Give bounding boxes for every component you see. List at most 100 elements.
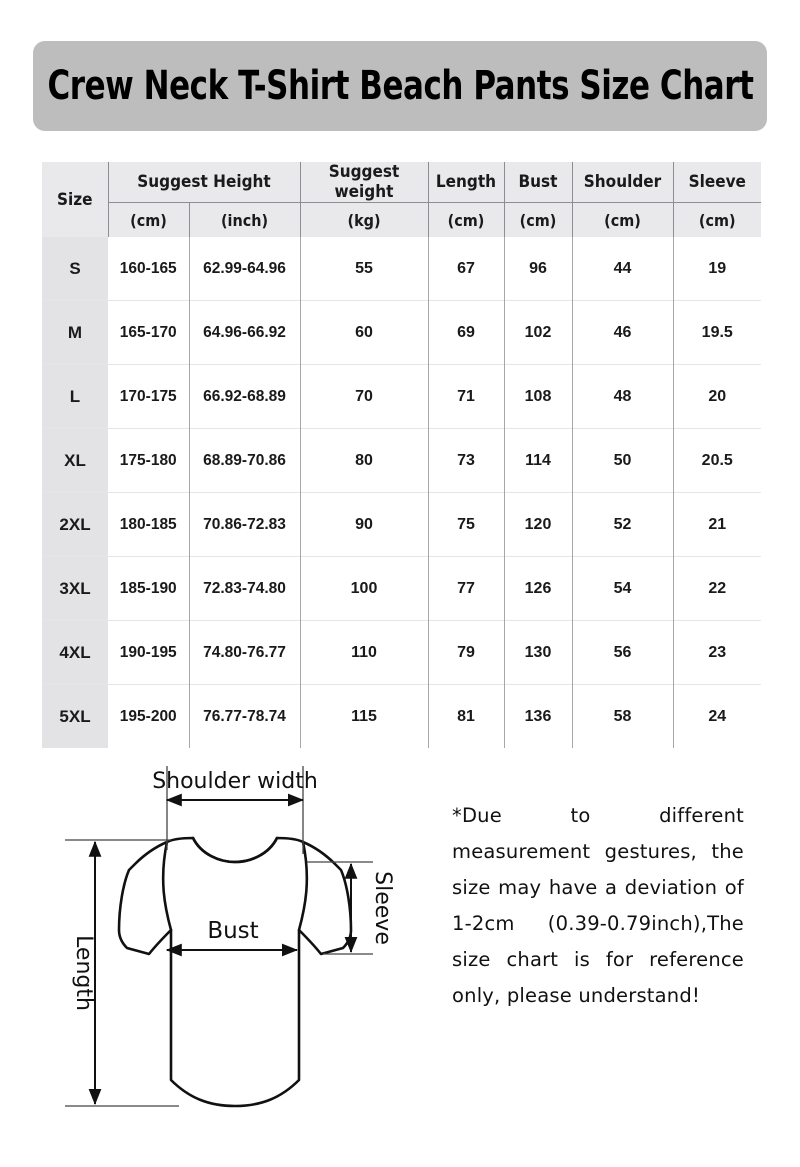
label-shoulder-width: Shoulder width [152,769,318,794]
cell-bust: 108 [504,364,573,429]
column-header-length: Length [428,162,505,203]
cell-length: 81 [428,684,505,748]
cell-size: 5XL [42,684,108,748]
cell-bust: 114 [504,428,573,493]
cell-length: 77 [428,556,505,621]
cell-shoulder: 48 [572,364,674,429]
cell-shoulder: 56 [572,620,674,685]
cell-length: 71 [428,364,505,429]
label-length: Length [71,935,96,1011]
cell-weight-kg: 110 [300,620,429,685]
cell-weight-kg: 55 [300,237,429,301]
unit-header-height-inch: (inch) [189,202,301,237]
cell-sleeve: 19 [708,259,727,277]
cell-length: 69 [428,300,505,365]
title-banner: Crew Neck T-Shirt Beach Pants Size Chart [33,41,767,131]
tshirt-diagram-svg: Shoulder width Bust Sleeve Length [65,766,395,1108]
cell-weight-kg: 80 [300,428,429,493]
label-sleeve: Sleeve [370,871,395,945]
cell-height-inch: 66.92-68.89 [189,364,301,429]
table-body: S 160-165 62.99-64.96 55 67 96 44 19 M 165-170 64.… [42,237,761,748]
cell-height-cm: 175-180 [108,428,190,493]
cell-height-cm: 160-165 [108,237,190,301]
cell-height-cm: 195-200 [108,684,190,748]
unit-header-sleeve-cm: (cm) [673,202,761,237]
table-row: 3XL 185-190 72.83-74.80 100 77 126 54 22 [42,556,761,621]
cell-bust: 126 [504,556,573,621]
column-header-sleeve: Sleeve [673,162,761,203]
table-row: M 165-170 64.96-66.92 60 69 102 46 19.5 [42,300,761,365]
cell-length: 73 [428,428,505,493]
cell-height-cm: 170-175 [108,364,190,429]
unit-header-height-cm: (cm) [108,202,190,237]
cell-bust: 96 [504,237,573,301]
cell-weight-kg: 115 [300,684,429,748]
cell-height-cm: 165-170 [108,300,190,365]
cell-bust: 102 [504,300,573,365]
table-row: 2XL 180-185 70.86-72.83 90 75 120 52 21 [42,492,761,557]
cell-height-inch: 72.83-74.80 [189,556,301,621]
size-chart-table-container: Size Suggest Height Suggest weight Lengt… [42,162,761,748]
header-row-primary: Size Suggest Height Suggest weight Lengt… [42,162,761,237]
cell-sleeve: 22 [708,579,727,597]
cell-size: XL [42,428,108,493]
label-bust: Bust [207,918,258,944]
table-row: XL 175-180 68.89-70.86 80 73 114 50 20.5 [42,428,761,493]
cell-weight-kg: 70 [300,364,429,429]
cell-length: 79 [428,620,505,685]
cell-height-cm: 180-185 [108,492,190,557]
cell-size: S [42,237,108,301]
cell-size: 3XL [42,556,108,621]
column-header-bust: Bust [504,162,573,203]
table-row: 5XL 195-200 76.77-78.74 115 81 136 58 24 [42,684,761,748]
cell-height-inch: 70.86-72.83 [189,492,301,557]
cell-sleeve: 23 [708,643,727,661]
cell-shoulder: 52 [572,492,674,557]
unit-header-weight-kg: (kg) [300,202,429,237]
cell-weight-kg: 100 [300,556,429,621]
cell-size: L [42,364,108,429]
cell-shoulder: 44 [572,237,674,301]
page-title: Crew Neck T-Shirt Beach Pants Size Chart [47,63,754,109]
column-header-suggest-weight: Suggest weight [300,162,429,203]
cell-height-inch: 62.99-64.96 [189,237,301,301]
cell-bust: 120 [504,492,573,557]
table-row: 4XL 190-195 74.80-76.77 110 79 130 56 23 [42,620,761,685]
cell-sleeve: 19.5 [701,323,733,341]
column-header-suggest-height: Suggest Height [108,162,301,203]
cell-shoulder: 50 [572,428,674,493]
header-row-units: (cm) (inch) (kg) (cm) (cm) (cm) (cm) [42,202,761,237]
measurement-disclaimer-note: *Due to different measurement gestures, … [452,804,744,1007]
cell-sleeve: 20.5 [701,451,733,469]
cell-sleeve: 24 [708,707,727,725]
cell-size: 4XL [42,620,108,685]
cell-sleeve: 21 [708,515,727,533]
cell-bust: 136 [504,684,573,748]
cell-size: M [42,300,108,365]
cell-shoulder: 46 [572,300,674,365]
cell-length: 67 [428,237,505,301]
cell-length: 75 [428,492,505,557]
tshirt-measurement-diagram: Shoulder width Bust Sleeve Length [55,758,455,1128]
cell-height-inch: 68.89-70.86 [189,428,301,493]
cell-weight-kg: 60 [300,300,429,365]
table-row: L 170-175 66.92-68.89 70 71 108 48 20 [42,364,761,429]
column-header-size: Size [42,162,109,237]
column-header-shoulder: Shoulder [572,162,674,203]
cell-size: 2XL [42,492,108,557]
unit-header-length-cm: (cm) [428,202,505,237]
cell-height-inch: 76.77-78.74 [189,684,301,748]
cell-sleeve: 20 [708,387,727,405]
unit-header-shoulder-cm: (cm) [572,202,674,237]
cell-weight-kg: 90 [300,492,429,557]
cell-height-cm: 185-190 [108,556,190,621]
unit-header-bust-cm: (cm) [504,202,573,237]
table-header: Size Suggest Height Suggest weight Lengt… [42,162,761,237]
cell-height-cm: 190-195 [108,620,190,685]
cell-shoulder: 54 [572,556,674,621]
cell-height-inch: 74.80-76.77 [189,620,301,685]
size-chart-table: Size Suggest Height Suggest weight Lengt… [42,162,761,748]
cell-bust: 130 [504,620,573,685]
cell-shoulder: 58 [572,684,674,748]
table-row: S 160-165 62.99-64.96 55 67 96 44 19 [42,237,761,301]
